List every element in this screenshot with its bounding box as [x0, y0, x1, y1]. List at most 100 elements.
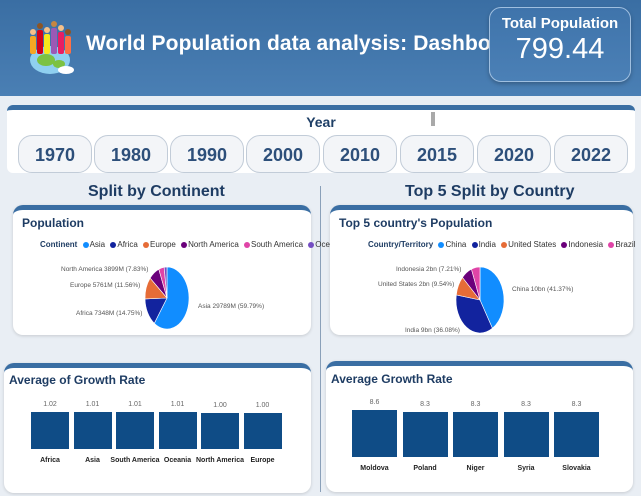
year-slicer-title: Year: [306, 114, 336, 130]
legend-item-united-states[interactable]: United States: [501, 240, 556, 249]
total-population-card: Total Population 799.44: [489, 7, 631, 82]
pie-slice-brazil[interactable]: [471, 266, 481, 301]
bar-category-label: Asia: [85, 457, 100, 464]
bar-category-label: Africa: [40, 457, 60, 464]
legend-item-label: India: [478, 240, 496, 249]
bar-value-label: 8.3: [420, 400, 430, 408]
legend-dot: [244, 241, 250, 248]
legend-dot: [82, 241, 89, 248]
pie-label-indonesia: Indonesia 2bn (7.21%): [396, 266, 462, 273]
bar-slovakia[interactable]: [554, 411, 599, 457]
year-button-2020[interactable]: 2020: [477, 135, 551, 173]
year-button-1980[interactable]: 1980: [94, 135, 168, 173]
bar-value-label: 1.01: [85, 401, 100, 409]
bar-category-label: Slovakia: [562, 465, 591, 472]
bar-category-label: Poland: [413, 465, 437, 472]
legend-item-label: United States: [508, 240, 557, 249]
country-growth-title: Average Growth Rate: [331, 372, 453, 386]
bar-south-america[interactable]: [116, 412, 154, 449]
total-population-value: 799.44: [515, 33, 605, 65]
section-divider: [320, 186, 321, 492]
legend-dot: [308, 241, 315, 248]
pie-label-europe: Europe 5761M (11.56%): [70, 282, 141, 289]
bar-value-label: 8.3: [571, 400, 582, 408]
legend-item-south-america[interactable]: South America: [244, 240, 303, 249]
legend-item-brazil[interactable]: Brazil: [608, 240, 635, 249]
pie-slice-oceania[interactable]: [163, 266, 168, 299]
legend-dot: [501, 241, 508, 248]
country-legend-label: Country/Territory: [368, 240, 434, 249]
legend-dot: [181, 241, 188, 248]
pie-label-india: India 9bn (36.08%): [405, 327, 460, 334]
legend-item-china[interactable]: China: [438, 240, 466, 249]
legend-item-label: Africa: [117, 240, 138, 249]
pie-label-north-america: North America 3899M (7.83%): [61, 266, 149, 273]
legend-item-label: Asia: [89, 240, 106, 249]
country-growth-card: Average Growth Rate 8.6 Moldova 8.3 Poland 8…: [326, 361, 633, 492]
continent-pie-chart: [144, 266, 190, 330]
pie-label-africa: Africa 7348M (14.75%): [76, 310, 143, 317]
year-button-1990[interactable]: 1990: [170, 135, 244, 173]
year-slicer-scrollbar[interactable]: [431, 112, 435, 126]
legend-item-india[interactable]: India: [471, 240, 496, 249]
legend-dot: [561, 241, 568, 248]
bar-value-label: 1.00: [255, 401, 270, 409]
world-population-logo-icon: [30, 21, 74, 74]
country-legend: Country/Territory China India United Sta…: [368, 240, 638, 249]
country-pie-title: Top 5 country's Population: [339, 216, 493, 230]
pie-label-asia: Asia 29789M (59.79%): [198, 303, 265, 310]
bar-value-label: 1.01: [128, 401, 142, 409]
continent-growth-title: Average of Growth Rate: [9, 373, 146, 387]
legend-item-label: Indonesia: [568, 240, 604, 249]
year-button-2000[interactable]: 2000: [246, 135, 320, 173]
legend-dot: [110, 241, 117, 248]
year-slicer: Year 1970 1980 1990 2000 2010 2015 2020 …: [7, 105, 635, 173]
continent-population-card: Population Continent Asia Africa Europe …: [13, 205, 345, 335]
bar-value-label: 8.3: [521, 400, 531, 408]
legend-item-label: China: [445, 240, 467, 249]
bar-category-label: Niger: [466, 465, 485, 472]
pie-slice-india[interactable]: [455, 294, 493, 334]
year-button-2022[interactable]: 2022: [554, 135, 628, 173]
bar-syria[interactable]: [503, 411, 549, 457]
bar-moldova[interactable]: [352, 410, 397, 457]
bar-asia[interactable]: [73, 412, 112, 449]
year-button-2010[interactable]: 2010: [323, 135, 397, 173]
continent-pie-title: Population: [22, 216, 84, 230]
legend-dot: [143, 241, 150, 248]
section-title-country: Top 5 Split by Country: [405, 183, 575, 200]
legend-item-north-america[interactable]: North America: [181, 240, 239, 249]
total-population-label: Total Population: [501, 15, 619, 32]
bar-poland[interactable]: [402, 411, 448, 457]
bar-value-label: 1.00: [213, 401, 227, 409]
bar-europe[interactable]: [243, 412, 282, 449]
section-title-continent: Split by Continent: [88, 183, 225, 200]
bar-value-label: 8.6: [369, 399, 380, 406]
legend-item-asia[interactable]: Asia: [82, 240, 106, 249]
legend-item-europe[interactable]: Europe: [143, 240, 176, 249]
legend-dot: [608, 241, 615, 248]
continent-legend-label: Continent: [40, 240, 78, 249]
bar-value-label: 8.3: [470, 400, 481, 408]
year-button-1970[interactable]: 1970: [18, 135, 92, 173]
bar-oceania[interactable]: [158, 412, 197, 449]
bar-value-label: 1.02: [43, 401, 57, 408]
bar-north-america[interactable]: [201, 412, 239, 449]
header-banner: World Population data analysis: Dashboar…: [0, 0, 641, 96]
legend-dot: [438, 241, 445, 248]
legend-item-label: Brazil: [615, 240, 636, 249]
bar-category-label: North America: [196, 457, 244, 464]
bar-africa[interactable]: [31, 412, 69, 449]
pie-label-united-states: United States 2bn (9.54%): [378, 281, 455, 288]
legend-item-indonesia[interactable]: Indonesia: [561, 240, 603, 249]
legend-item-label: North America: [188, 240, 239, 249]
pie-slice-asia[interactable]: [153, 266, 190, 330]
continent-legend: Continent Asia Africa Europe North Ameri…: [40, 240, 348, 249]
country-pie-chart: [455, 266, 505, 334]
bar-category-label: Oceania: [163, 457, 192, 464]
legend-item-africa[interactable]: Africa: [110, 240, 138, 249]
legend-dot: [471, 241, 478, 248]
legend-item-label: South America: [251, 240, 304, 249]
year-button-2015[interactable]: 2015: [400, 135, 474, 173]
bar-niger[interactable]: [453, 411, 498, 457]
